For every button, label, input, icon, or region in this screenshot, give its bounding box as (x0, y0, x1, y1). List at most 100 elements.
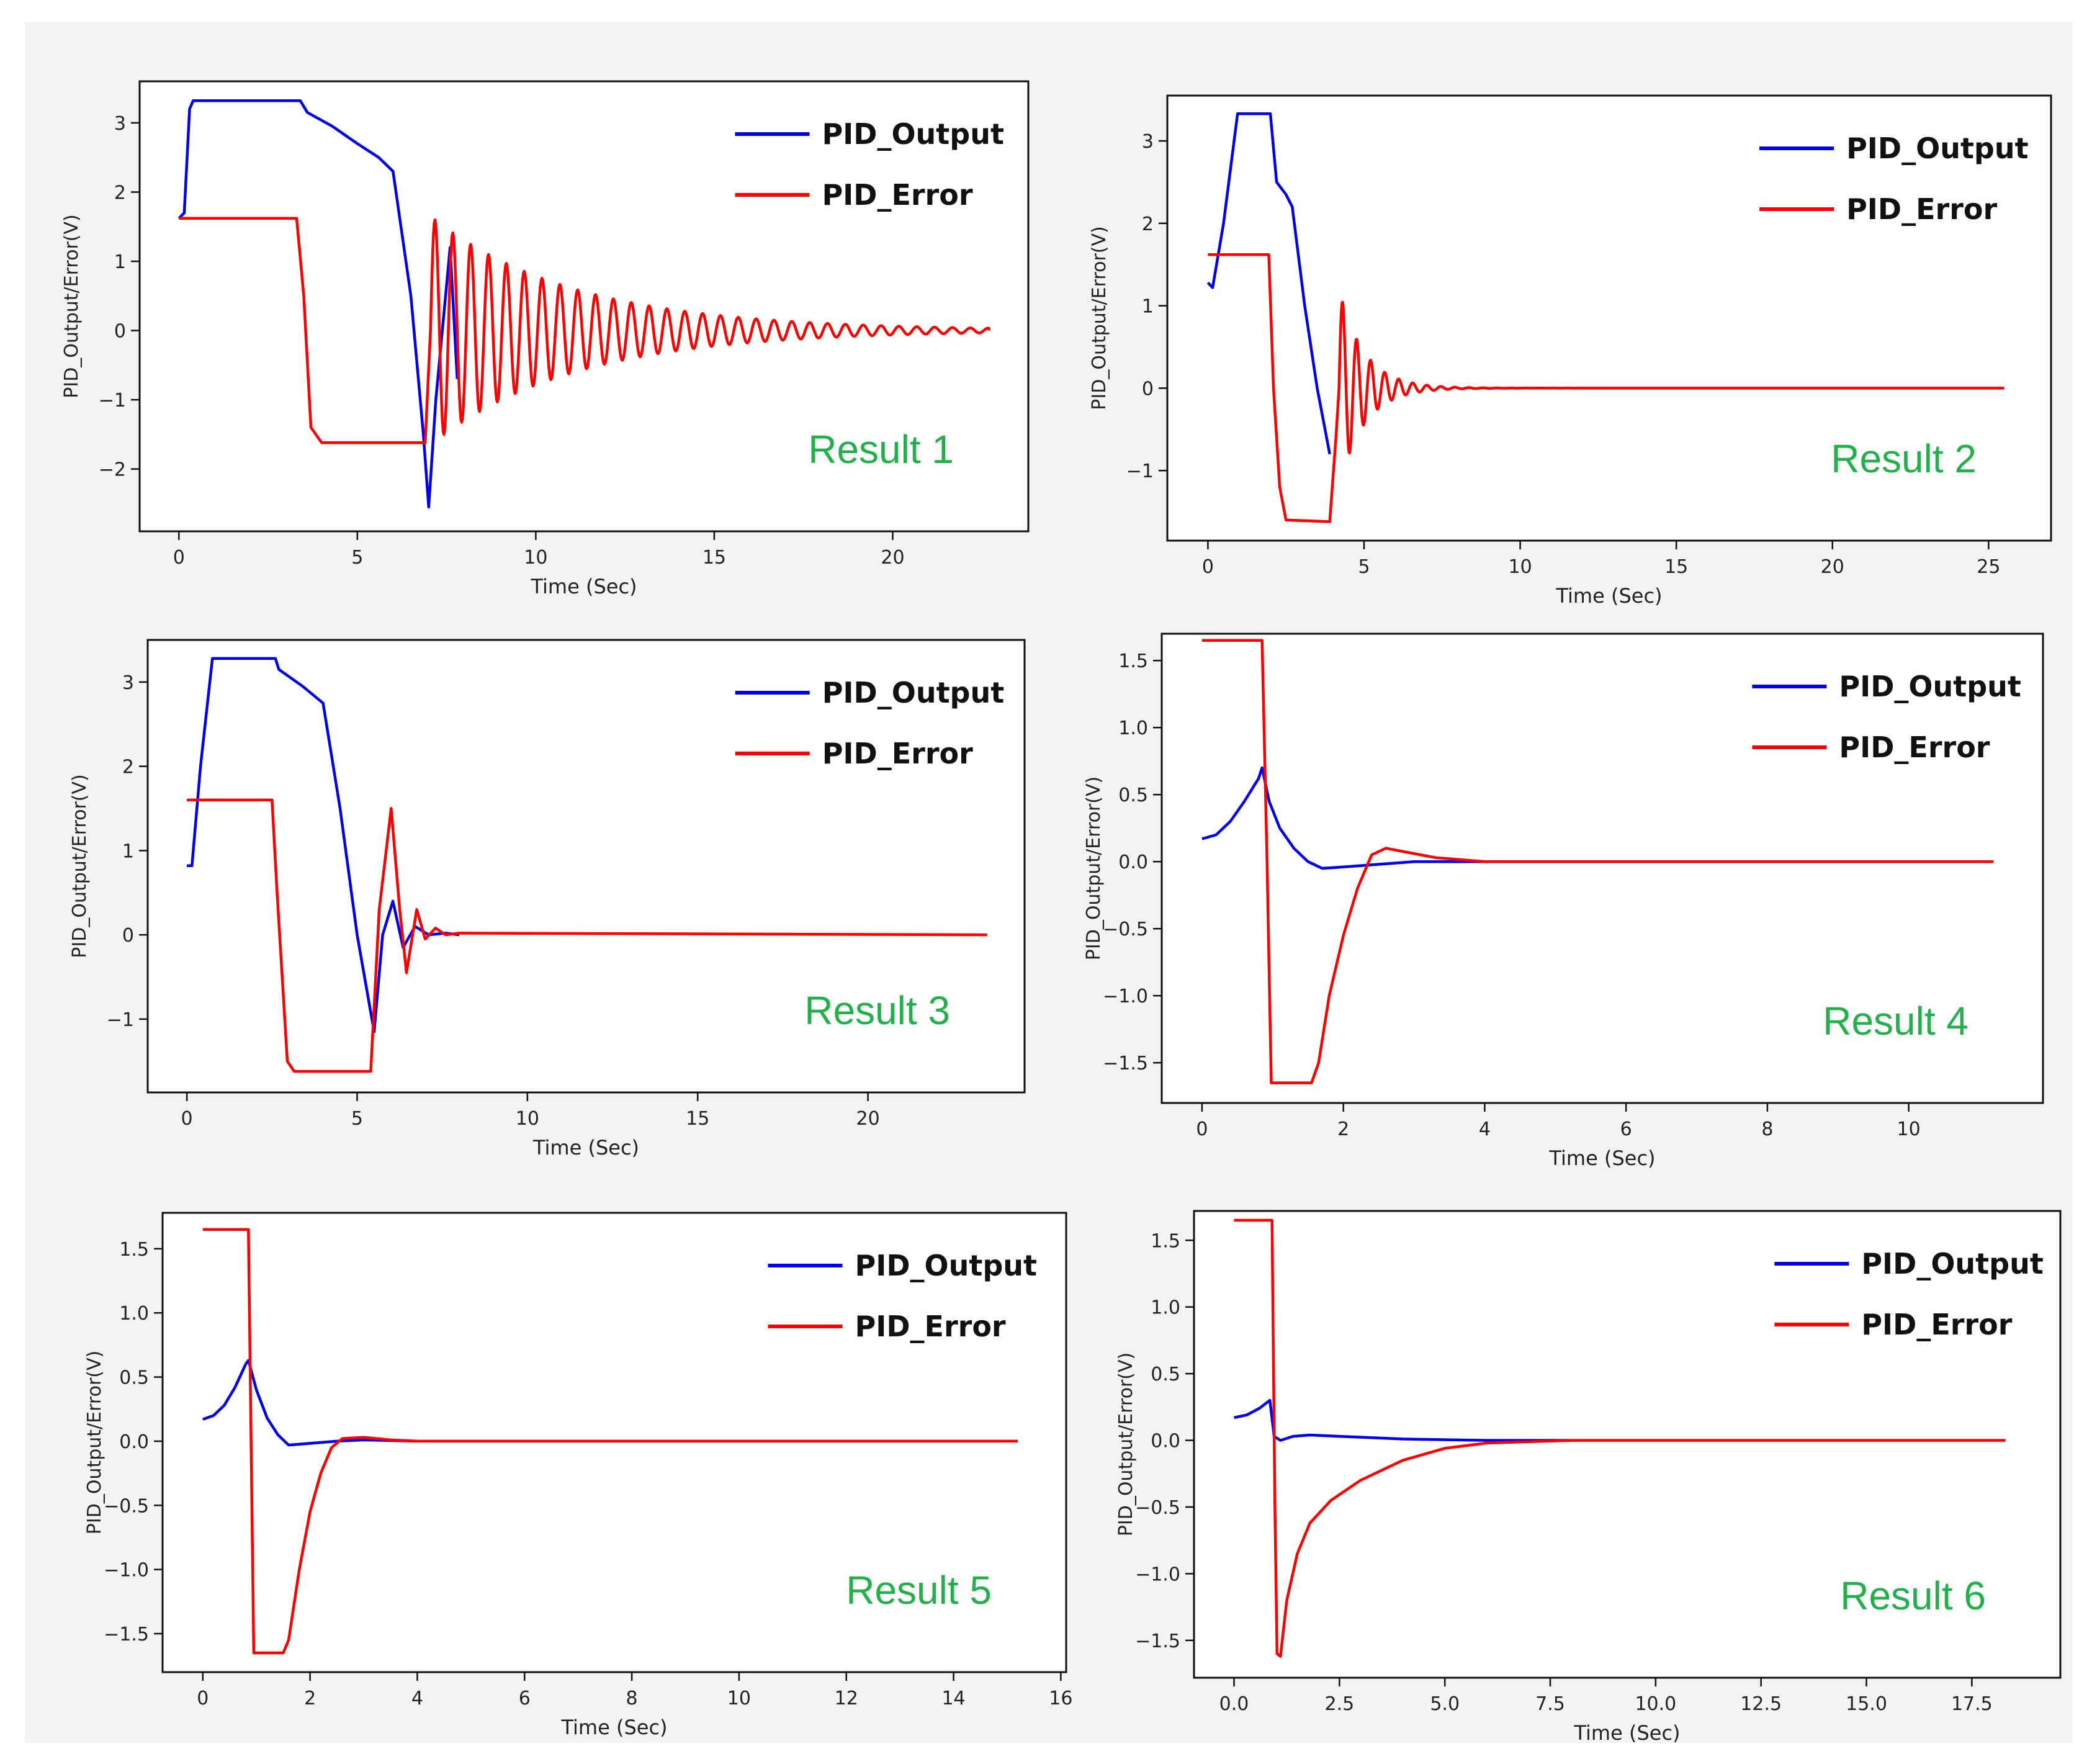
y-tick-label: 1 (114, 251, 126, 273)
series-line-pid-error (1201, 639, 1994, 1084)
plot-area (1193, 1210, 2062, 1679)
y-tick-label: −1.5 (1135, 1631, 1180, 1652)
x-tick-label: 0 (181, 1108, 193, 1130)
x-tick-label: 15.0 (1846, 1693, 1887, 1715)
plot-area (1160, 632, 2044, 1104)
x-tick-label: 20 (1821, 556, 1844, 578)
x-tick-label: 20 (856, 1108, 879, 1130)
legend-label: PID_Output (855, 1249, 1038, 1282)
y-tick-label: −1.5 (1103, 1053, 1148, 1074)
series-line-pid-output (1206, 112, 1331, 455)
y-tick-label: 1.0 (1118, 718, 1148, 739)
series-line-pid-output (177, 99, 459, 509)
y-tick-label: 0.5 (1118, 785, 1148, 806)
y-tick-label: 2 (1142, 214, 1154, 235)
y-tick-label: 0.5 (119, 1367, 149, 1389)
series-line-pid-error (202, 1228, 1018, 1655)
chart-6: 0.0 2.5 5.0 7.5 10.0 12.5 15.0 17.5 1.5 1.0 0.5 0.0… (1115, 1210, 2062, 1743)
plot-area (1166, 94, 2052, 542)
x-tick-label: 5 (351, 1108, 363, 1130)
result-annotation: Result 4 (1823, 999, 1969, 1043)
y-tick-label: 0.5 (1151, 1364, 1180, 1385)
y-tick-label: 3 (114, 113, 126, 135)
legend-label: PID_Output (822, 676, 1005, 709)
plot-area (138, 80, 1030, 533)
y-tick-label: −1.5 (104, 1624, 149, 1645)
x-tick-label: 10 (1509, 556, 1532, 578)
x-tick-label: 0.0 (1219, 1693, 1249, 1715)
legend-label: PID_Error (1839, 731, 1990, 764)
x-tick-label: 7.5 (1535, 1693, 1565, 1715)
x-axis-label: Time (Sec) (1548, 1146, 1655, 1170)
y-tick-label: 3 (1142, 131, 1154, 153)
figure-panel: 0 5 10 15 20 3 2 1 0 −1 −2 Time (Sec) PID_Output/Err… (25, 22, 2073, 1743)
x-tick-label: 25 (1977, 556, 2000, 578)
result-annotation: Result 5 (846, 1568, 992, 1613)
y-tick-label: −0.5 (104, 1495, 149, 1517)
y-tick-label: 1 (122, 840, 134, 862)
result-annotation: Result 3 (804, 988, 950, 1033)
x-tick-label: 4 (411, 1688, 423, 1709)
x-tick-label: 20 (881, 547, 904, 569)
result-annotation: Result 2 (1831, 436, 1977, 481)
result-annotation: Result 1 (808, 427, 954, 472)
x-tick-label: 0 (173, 547, 185, 569)
series-line-pid-output (202, 1359, 418, 1447)
legend-label: PID_Output (1839, 670, 2021, 703)
x-tick-label: 2 (1337, 1118, 1349, 1140)
y-tick-label: 0.0 (1118, 852, 1148, 873)
x-tick-label: 6 (519, 1688, 531, 1709)
x-tick-label: 0 (197, 1688, 209, 1709)
y-tick-label: −1 (99, 390, 126, 412)
y-tick-label: −1 (107, 1009, 134, 1031)
x-tick-label: 4 (1479, 1118, 1491, 1140)
x-tick-label: 5.0 (1430, 1693, 1460, 1715)
x-tick-label: 2 (304, 1688, 316, 1709)
x-tick-label: 10 (524, 547, 547, 569)
y-axis-label: PID_Output/Error(V) (1115, 1352, 1137, 1536)
x-tick-label: 12 (835, 1688, 858, 1709)
y-tick-label: 1.0 (1151, 1297, 1180, 1319)
series-line-pid-output (187, 657, 460, 1033)
legend-label: PID_Error (822, 178, 972, 212)
y-tick-label: 0 (122, 925, 134, 947)
x-axis-label: Time (Sec) (560, 1716, 667, 1739)
legend-label: PID_Error (1861, 1308, 2012, 1341)
y-axis-label: PID_Output/Error(V) (84, 1351, 105, 1534)
x-tick-label: 10 (727, 1688, 751, 1709)
x-tick-label: 10 (1897, 1118, 1921, 1140)
x-tick-label: 14 (941, 1688, 965, 1709)
y-tick-label: 2 (114, 182, 126, 204)
x-tick-label: 15 (703, 547, 726, 569)
x-tick-label: 0 (1196, 1118, 1208, 1140)
x-tick-label: 0 (1202, 556, 1214, 578)
y-tick-label: 1.5 (1151, 1230, 1180, 1252)
series-line-pid-output (1234, 1398, 1571, 1442)
legend-label: PID_Error (822, 737, 973, 770)
series-line-pid-error (1208, 253, 2005, 523)
y-tick-label: 0 (114, 321, 126, 343)
plot-area (146, 639, 1026, 1094)
y-tick-label: 1.0 (119, 1303, 149, 1325)
x-tick-label: 5 (1358, 556, 1370, 578)
x-tick-label: 15 (1664, 556, 1688, 578)
legend-label: PID_Error (855, 1310, 1006, 1343)
y-axis-label: PID_Output/Error(V) (1089, 226, 1110, 410)
y-tick-label: −1.0 (104, 1560, 149, 1582)
y-axis-label: PID_Output/Error(V) (69, 774, 91, 958)
legend-label: PID_Output (1861, 1247, 2044, 1280)
y-tick-label: −1.0 (1103, 986, 1148, 1007)
series-line-pid-error (187, 798, 987, 1073)
y-tick-label: 1.5 (119, 1239, 149, 1261)
y-axis-label: PID_Output/Error(V) (1083, 776, 1105, 960)
y-tick-label: 0.0 (119, 1431, 149, 1453)
y-tick-label: −0.5 (1103, 919, 1148, 940)
x-tick-label: 12.5 (1740, 1693, 1782, 1715)
chart-4: 0 2 4 6 8 10 1.5 1.0 0.5 0.0 −0.5 −1.0 −1.5 Time (Sec… (1083, 632, 2044, 1170)
x-tick-label: 5 (351, 547, 363, 569)
x-axis-label: Time (Sec) (532, 1136, 639, 1159)
y-tick-label: −2 (99, 459, 126, 481)
